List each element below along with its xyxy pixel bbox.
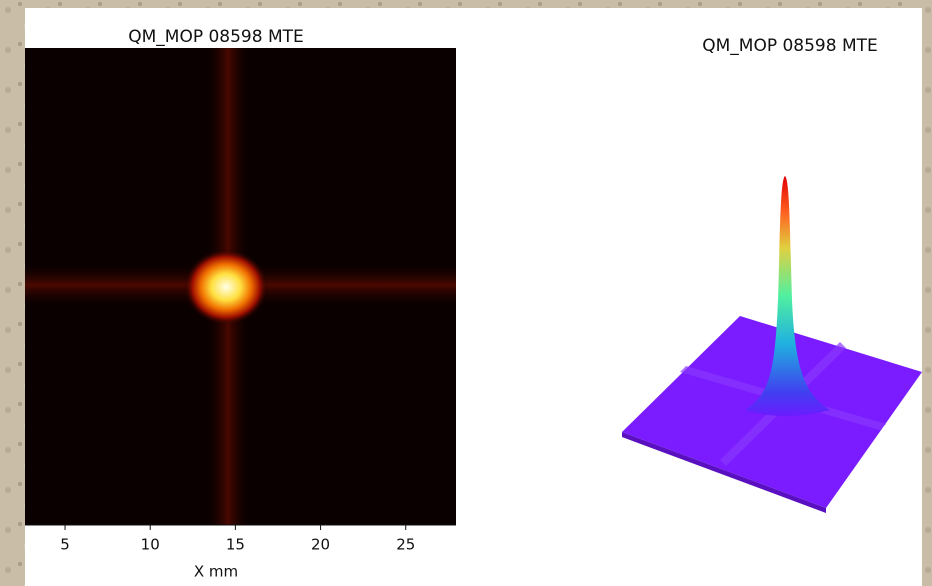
figure: QM_MOP 08598 MTE X mm QM_MOP 08598 MTE 5… [0,0,932,586]
chart-title: QM_MOP 08598 MTE [128,27,304,47]
x-tick-label: 20 [311,536,330,554]
heatmap-image [25,48,456,525]
x-axis-label: X mm [194,563,238,581]
x-tick-label: 5 [60,536,70,554]
page: {"chart_data": [ {"type": "heatmap", "ti… [0,0,932,586]
chart-title: QM_MOP 08598 MTE [702,36,878,56]
x-tick-label: 10 [141,536,160,554]
x-tick-label: 25 [396,536,415,554]
x-tick-label: 15 [226,536,245,554]
